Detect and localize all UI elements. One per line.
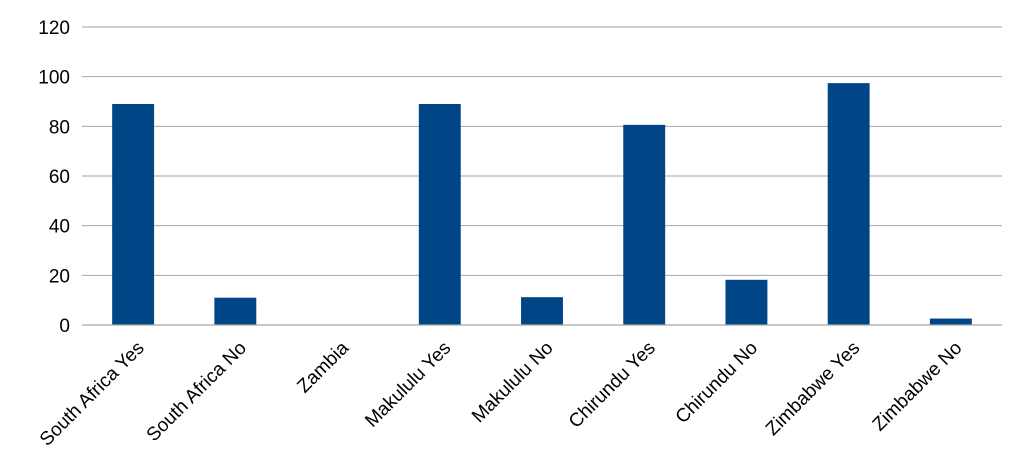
x-category-label: Makululu Yes [361,338,455,432]
y-tick-label: 120 [38,18,70,39]
x-category-label: South Africa No [143,338,251,446]
bar [827,83,870,325]
bar [418,103,461,325]
y-tick-label: 60 [49,167,70,188]
x-category-label: Chirundu No [672,338,762,428]
y-axis-tick-labels: 0 20 40 60 80 100 120 [38,18,70,337]
bar [725,279,768,325]
x-category-label: South Africa Yes [36,338,149,451]
y-tick-label: 100 [38,68,70,89]
x-category-label: Chirundu Yes [565,338,660,433]
y-tick-label: 20 [49,266,70,287]
bar [929,318,972,325]
y-tick-label: 40 [49,217,70,238]
x-category-label: Zimbabwe Yes [762,338,864,440]
bar [112,103,155,325]
y-tick-label: 80 [49,117,70,138]
x-category-label: Zimbabwe No [869,338,967,436]
x-category-label: Zambia [293,337,353,397]
bar [521,297,563,325]
y-tick-label: 0 [59,316,70,337]
x-category-label: Makululu No [468,338,558,428]
bar [623,124,666,326]
bars [112,83,972,326]
bar [214,297,257,325]
